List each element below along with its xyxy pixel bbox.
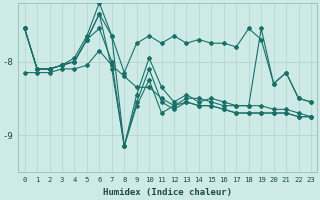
X-axis label: Humidex (Indice chaleur): Humidex (Indice chaleur) <box>103 188 232 197</box>
